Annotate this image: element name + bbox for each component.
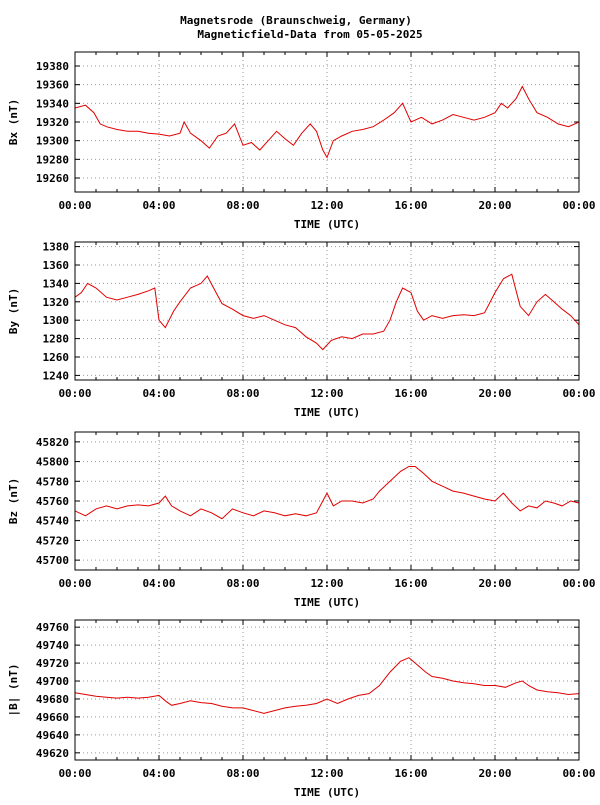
chart-title-line-1: Magnetsrode (Braunschweig, Germany) [180,14,412,27]
by-y-axis-label: By (nT) [7,288,20,334]
bz-y-tick-label: 45820 [36,436,69,449]
bx-x-tick-label: 16:00 [394,199,427,212]
bx-x-tick-label: 00:00 [58,199,91,212]
btotal-x-tick-label: 04:00 [142,767,175,780]
bz-y-tick-label: 45700 [36,554,69,567]
btotal-panel: 00:00 04:00 08:00 12:00 16:00 20:00 00:00 49620… [7,619,596,799]
btotal-y-tick-label: 49620 [36,747,69,760]
bx-y-tick-label: 19300 [36,135,69,148]
bz-x-tick-label: 08:00 [226,577,259,590]
bx-x-tick-label: 12:00 [310,199,343,212]
by-y-tick-label: 1340 [43,277,70,290]
bz-plot-frame [74,431,580,571]
by-series-line [74,273,580,351]
btotal-y-tick-label: 49720 [36,657,69,670]
bz-y-tick-label: 45760 [36,495,69,508]
by-y-tick-label: 1260 [43,351,70,364]
btotal-x-tick-label: 20:00 [478,767,511,780]
by-x-axis-label: TIME (UTC) [294,406,360,419]
by-y-tick-label: 1320 [43,296,70,309]
bz-x-tick-label: 00:00 [58,577,91,590]
by-x-tick-label: 04:00 [142,387,175,400]
bz-y-tick-label: 45780 [36,475,69,488]
bx-x-tick-label: 20:00 [478,199,511,212]
bx-y-tick-label: 19320 [36,116,69,129]
btotal-x-axis-label: TIME (UTC) [294,786,360,799]
btotal-series-line [74,657,580,714]
bz-series-line [74,466,580,520]
by-y-tick-label: 1360 [43,259,70,272]
bx-series-line [74,85,580,159]
bz-x-axis-label: TIME (UTC) [294,596,360,609]
bz-y-axis-label: Bz (nT) [7,478,20,524]
bx-x-tick-label: 08:00 [226,199,259,212]
btotal-x-tick-label: 00:00 [58,767,91,780]
bz-y-tick-label: 45800 [36,456,69,469]
by-plot-frame [74,241,580,381]
bx-y-axis-label: Bx (nT) [7,99,20,145]
btotal-x-tick-label: 00:00 [562,767,595,780]
btotal-y-tick-label: 49660 [36,711,69,724]
btotal-x-tick-label: 08:00 [226,767,259,780]
btotal-plot-frame [74,619,580,761]
bz-y-tick-label: 45740 [36,515,69,528]
bz-y-tick-label: 45720 [36,534,69,547]
bx-x-tick-label: 04:00 [142,199,175,212]
bx-plot-frame [74,51,580,193]
btotal-x-tick-label: 12:00 [310,767,343,780]
bz-x-tick-label: 00:00 [562,577,595,590]
bx-x-axis-label: TIME (UTC) [294,218,360,231]
by-x-tick-label: 08:00 [226,387,259,400]
by-y-tick-label: 1240 [43,369,70,382]
btotal-y-tick-label: 49760 [36,621,69,634]
bx-panel: 00:00 04:00 08:00 12:00 16:00 20:00 00:00 19260… [7,51,596,231]
by-panel: 00:00 04:00 08:00 12:00 16:00 20:00 00:00 1240 1… [7,241,596,419]
by-y-tick-label: 1300 [43,314,70,327]
btotal-y-axis-label: |B| (nT) [7,664,20,717]
by-x-tick-label: 20:00 [478,387,511,400]
bz-x-tick-label: 04:00 [142,577,175,590]
bx-y-tick-label: 19280 [36,153,69,166]
btotal-y-tick-label: 49740 [36,639,69,652]
bz-x-tick-label: 12:00 [310,577,343,590]
bz-x-tick-label: 16:00 [394,577,427,590]
by-x-tick-label: 00:00 [562,387,595,400]
by-y-tick-label: 1380 [43,241,70,254]
bx-x-tick-label: 00:00 [562,199,595,212]
btotal-y-tick-label: 49700 [36,675,69,688]
by-x-tick-label: 12:00 [310,387,343,400]
bx-y-tick-label: 19260 [36,172,69,185]
btotal-x-tick-label: 16:00 [394,767,427,780]
bx-y-tick-label: 19340 [36,97,69,110]
bx-y-tick-label: 19360 [36,79,69,92]
bx-y-tick-label: 19380 [36,60,69,73]
by-y-tick-label: 1280 [43,333,70,346]
by-x-tick-label: 00:00 [58,387,91,400]
by-x-tick-label: 16:00 [394,387,427,400]
chart-title-line-2: Magneticfield-Data from 05-05-2025 [197,28,422,41]
btotal-y-tick-label: 49680 [36,693,69,706]
btotal-y-tick-label: 49640 [36,729,69,742]
bz-panel: 00:00 04:00 08:00 12:00 16:00 20:00 00:00 45700… [7,431,596,609]
bz-x-tick-label: 20:00 [478,577,511,590]
